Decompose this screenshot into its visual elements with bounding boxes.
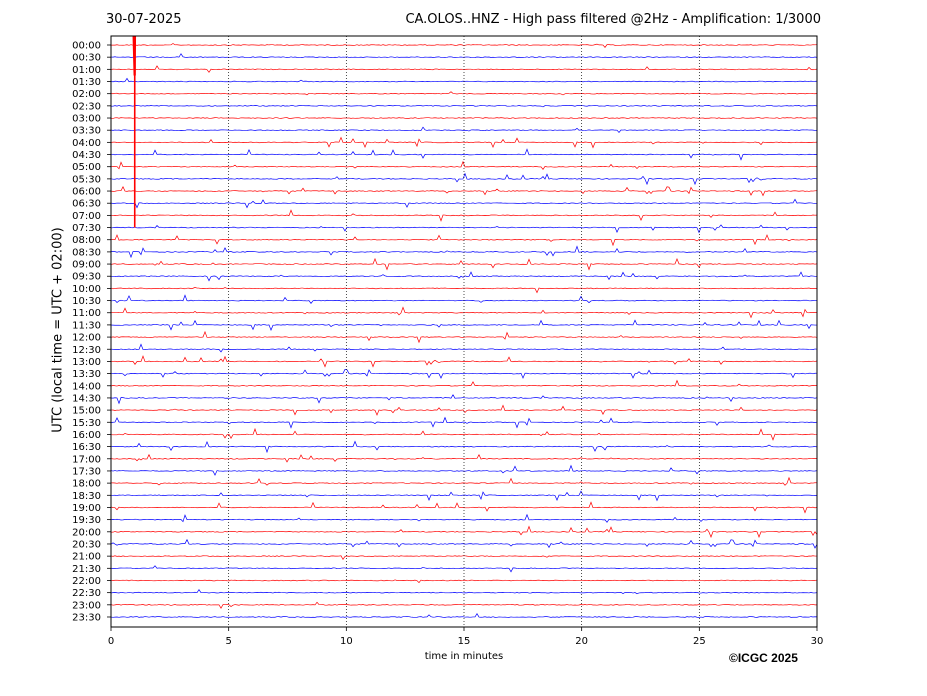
y-tick-label: 09:30 — [72, 272, 101, 283]
trace-row-1730 — [110, 464, 818, 476]
trace-row-1230 — [110, 343, 818, 353]
trace-row-0500 — [110, 160, 818, 170]
x-tick-label: 25 — [693, 636, 706, 647]
date-label: 30-07-2025 — [106, 12, 182, 27]
y-tick-label: 18:00 — [72, 479, 101, 490]
y-tick-label: 20:30 — [72, 539, 101, 550]
y-tick-label: 04:00 — [72, 138, 101, 149]
y-tick-label: 15:30 — [72, 418, 101, 429]
y-tick-label: 13:30 — [72, 369, 101, 380]
y-tick-label: 10:00 — [72, 284, 101, 295]
y-tick-label: 07:30 — [72, 223, 101, 234]
y-tick-label: 05:30 — [72, 174, 101, 185]
x-tick-label: 5 — [225, 636, 231, 647]
trace-row-0600 — [110, 185, 818, 197]
trace-row-2230 — [110, 589, 818, 595]
y-tick-label: 22:30 — [72, 588, 101, 599]
y-tick-label: 19:00 — [72, 503, 101, 514]
trace-row-1600 — [110, 427, 818, 441]
y-tick-label: 01:00 — [72, 65, 101, 76]
trace-row-0300 — [110, 117, 818, 119]
trace-row-2130 — [110, 565, 818, 573]
trace-row-1330 — [110, 368, 818, 379]
y-tick-label: 21:00 — [72, 552, 101, 563]
y-tick-label: 21:30 — [72, 564, 101, 575]
trace-row-0530 — [110, 172, 818, 186]
trace-row-2300 — [110, 601, 818, 609]
y-tick-label: 19:30 — [72, 515, 101, 526]
trace-row-0730 — [110, 224, 818, 234]
chart-title: CA.OLOS..HNZ - High pass filtered @2Hz -… — [405, 12, 821, 27]
y-tick-label: 00:30 — [72, 53, 101, 64]
trace-row-0430 — [110, 148, 818, 161]
y-tick-label: 23:00 — [72, 600, 101, 611]
y-tick-label: 09:00 — [72, 260, 101, 271]
trace-row-1500 — [110, 404, 818, 416]
trace-row-1630 — [110, 440, 818, 454]
x-tick-label: 15 — [458, 636, 471, 647]
trace-row-1930 — [110, 513, 818, 523]
y-tick-label: 01:30 — [72, 77, 101, 88]
y-tick-label: 03:00 — [72, 114, 101, 125]
trace-row-0400 — [110, 136, 818, 149]
y-tick-label: 05:00 — [72, 162, 101, 173]
y-tick-label: 22:00 — [72, 576, 101, 587]
y-tick-label: 15:00 — [72, 406, 101, 417]
trace-row-1300 — [110, 355, 818, 368]
y-tick-label: 04:30 — [72, 150, 101, 161]
x-tick-label: 20 — [575, 636, 588, 647]
y-tick-label: 20:00 — [72, 527, 101, 538]
y-tick-label: 02:00 — [72, 89, 101, 100]
y-tick-label: 14:30 — [72, 393, 101, 404]
y-tick-label: 11:00 — [72, 308, 101, 319]
trace-row-2330 — [110, 612, 818, 618]
trace-row-1400 — [110, 379, 818, 387]
x-tick-label: 30 — [811, 636, 824, 647]
y-tick-label: 16:00 — [72, 430, 101, 441]
y-tick-label: 10:30 — [72, 296, 101, 307]
trace-row-0330 — [110, 126, 818, 134]
y-tick-label: 12:30 — [72, 345, 101, 356]
y-tick-label: 17:30 — [72, 466, 101, 477]
trace-row-1200 — [110, 330, 818, 344]
copyright-label: ©ICGC 2025 — [729, 651, 798, 665]
y-tick-label: 13:00 — [72, 357, 101, 368]
trace-row-1800 — [110, 476, 818, 486]
y-tick-label: 08:00 — [72, 235, 101, 246]
y-axis-label: UTC (local time = UTC + 02:00) — [50, 227, 66, 433]
trace-row-1530 — [110, 416, 818, 429]
y-tick-label: 06:00 — [72, 187, 101, 198]
y-tick-label: 17:00 — [72, 454, 101, 465]
trace-row-1700 — [110, 453, 818, 463]
y-tick-label: 11:30 — [72, 320, 101, 331]
trace-row-2200 — [110, 579, 818, 584]
y-tick-label: 03:30 — [72, 126, 101, 137]
plot-frame — [110, 35, 818, 628]
y-tick-label: 16:30 — [72, 442, 101, 453]
y-tick-label: 06:30 — [72, 199, 101, 210]
y-tick-label: 23:30 — [72, 612, 101, 623]
y-tick-label: 08:30 — [72, 247, 101, 258]
x-tick-label: 0 — [108, 636, 114, 647]
trace-row-0800 — [110, 234, 818, 247]
x-axis-label: time in minutes — [424, 651, 504, 662]
trace-row-0030 — [110, 53, 818, 58]
y-tick-label: 00:00 — [72, 41, 101, 52]
y-tick-label: 14:00 — [72, 381, 101, 392]
trace-row-0000 — [110, 43, 818, 48]
trace-row-1430 — [110, 394, 818, 405]
y-tick-label: 02:30 — [72, 101, 101, 112]
trace-row-2100 — [110, 555, 818, 561]
y-tick-label: 12:00 — [72, 333, 101, 344]
trace-row-0700 — [110, 209, 818, 222]
trace-row-1030 — [110, 294, 818, 304]
y-tick-label: 18:30 — [72, 491, 101, 502]
trace-row-0630 — [110, 198, 818, 209]
x-tick-label: 10 — [340, 636, 353, 647]
y-tick-label: 07:00 — [72, 211, 101, 222]
